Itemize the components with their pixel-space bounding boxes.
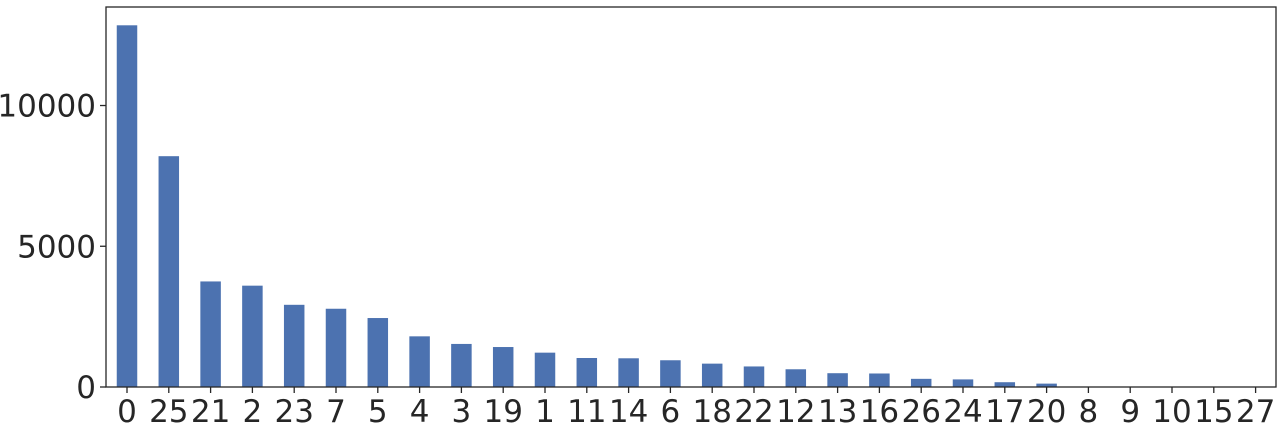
bar-17 xyxy=(994,382,1016,387)
plot-frame xyxy=(105,6,1277,388)
bar-19 xyxy=(492,347,514,387)
bar-13 xyxy=(827,373,848,387)
x-tick-label: 8 xyxy=(1079,394,1099,430)
bar-24 xyxy=(952,379,974,387)
x-tick-label: 0 xyxy=(117,394,137,430)
y-tick-label: 5000 xyxy=(17,229,96,265)
bar-2 xyxy=(242,285,263,387)
bar-22 xyxy=(743,366,765,387)
x-tick-label: 20 xyxy=(1027,394,1066,430)
x-tick-label: 3 xyxy=(452,394,472,430)
bar-5 xyxy=(367,318,389,387)
x-tick-label: 14 xyxy=(609,394,648,430)
y-tick-label: 0 xyxy=(76,370,96,406)
x-tick-label: 4 xyxy=(410,394,430,430)
bar-16 xyxy=(869,373,890,387)
bar-11 xyxy=(576,358,598,387)
x-axis-ticks: 0 25 21 2 23 7 5 4 3 19 1 11 14 6 18 22 12 13 16 26 24 17 20 8 9… xyxy=(117,387,1275,430)
x-tick-label: 19 xyxy=(483,394,522,430)
x-tick-label: 26 xyxy=(901,394,940,430)
bar-7 xyxy=(325,308,347,387)
x-tick-label: 6 xyxy=(661,394,681,430)
x-tick-label: 15 xyxy=(1194,394,1233,430)
x-tick-label: 25 xyxy=(149,394,188,430)
bar-21 xyxy=(200,281,221,387)
x-tick-label: 17 xyxy=(985,394,1024,430)
bar-3 xyxy=(451,343,472,387)
x-tick-label: 23 xyxy=(274,394,313,430)
x-tick-label: 7 xyxy=(326,394,346,430)
x-tick-label: 10 xyxy=(1152,394,1191,430)
x-tick-label: 22 xyxy=(734,394,773,430)
bars-group xyxy=(116,25,1057,388)
bar-1 xyxy=(534,352,556,387)
x-tick-label: 24 xyxy=(943,394,982,430)
x-tick-label: 18 xyxy=(692,394,731,430)
bar-14 xyxy=(618,358,639,387)
bar-20 xyxy=(1036,383,1057,387)
x-tick-label: 5 xyxy=(368,394,388,430)
x-tick-label: 1 xyxy=(535,394,555,430)
x-tick-label: 11 xyxy=(567,394,606,430)
x-tick-label: 13 xyxy=(818,394,857,430)
bar-0 xyxy=(116,25,138,388)
bar-26 xyxy=(910,378,932,387)
plot-area xyxy=(106,7,1276,387)
x-tick-label: 27 xyxy=(1236,394,1275,430)
bar-4 xyxy=(409,336,430,387)
bar-25 xyxy=(158,156,180,387)
x-tick-label: 2 xyxy=(243,394,263,430)
bar-18 xyxy=(701,363,723,387)
bar-12 xyxy=(785,369,807,387)
x-tick-label: 21 xyxy=(191,394,230,430)
x-tick-label: 12 xyxy=(776,394,815,430)
x-tick-label: 16 xyxy=(860,394,899,430)
y-axis-ticks: 0 5000 10000 xyxy=(0,89,106,406)
bar-6 xyxy=(660,360,681,387)
bar-23 xyxy=(283,304,305,387)
x-tick-label: 9 xyxy=(1120,394,1140,430)
y-tick-label: 10000 xyxy=(0,89,96,125)
